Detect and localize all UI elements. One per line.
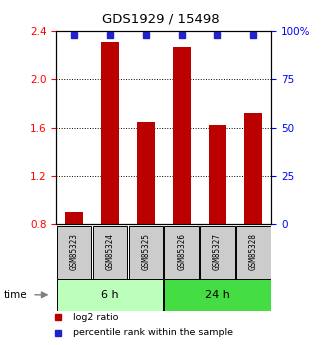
- FancyBboxPatch shape: [164, 279, 271, 311]
- Text: 24 h: 24 h: [205, 290, 230, 300]
- Text: log2 ratio: log2 ratio: [74, 313, 119, 322]
- Text: GSM85327: GSM85327: [213, 233, 222, 270]
- Text: percentile rank within the sample: percentile rank within the sample: [74, 328, 233, 337]
- Bar: [65, 212, 83, 224]
- FancyBboxPatch shape: [129, 226, 163, 279]
- FancyBboxPatch shape: [93, 226, 127, 279]
- Bar: [209, 125, 226, 224]
- FancyBboxPatch shape: [57, 226, 91, 279]
- Bar: [244, 113, 262, 224]
- Text: GSM85328: GSM85328: [249, 233, 258, 270]
- Text: GSM85324: GSM85324: [105, 233, 115, 270]
- Text: GSM85323: GSM85323: [70, 233, 79, 270]
- Bar: [173, 47, 191, 224]
- FancyBboxPatch shape: [57, 279, 163, 311]
- Text: 6 h: 6 h: [101, 290, 119, 300]
- Text: time: time: [3, 290, 27, 300]
- Text: GSM85326: GSM85326: [177, 233, 186, 270]
- Text: GDS1929 / 15498: GDS1929 / 15498: [102, 12, 219, 25]
- FancyBboxPatch shape: [200, 226, 235, 279]
- FancyBboxPatch shape: [236, 226, 271, 279]
- Bar: [137, 122, 155, 224]
- Text: GSM85325: GSM85325: [141, 233, 150, 270]
- FancyBboxPatch shape: [164, 226, 199, 279]
- Bar: [101, 42, 119, 224]
